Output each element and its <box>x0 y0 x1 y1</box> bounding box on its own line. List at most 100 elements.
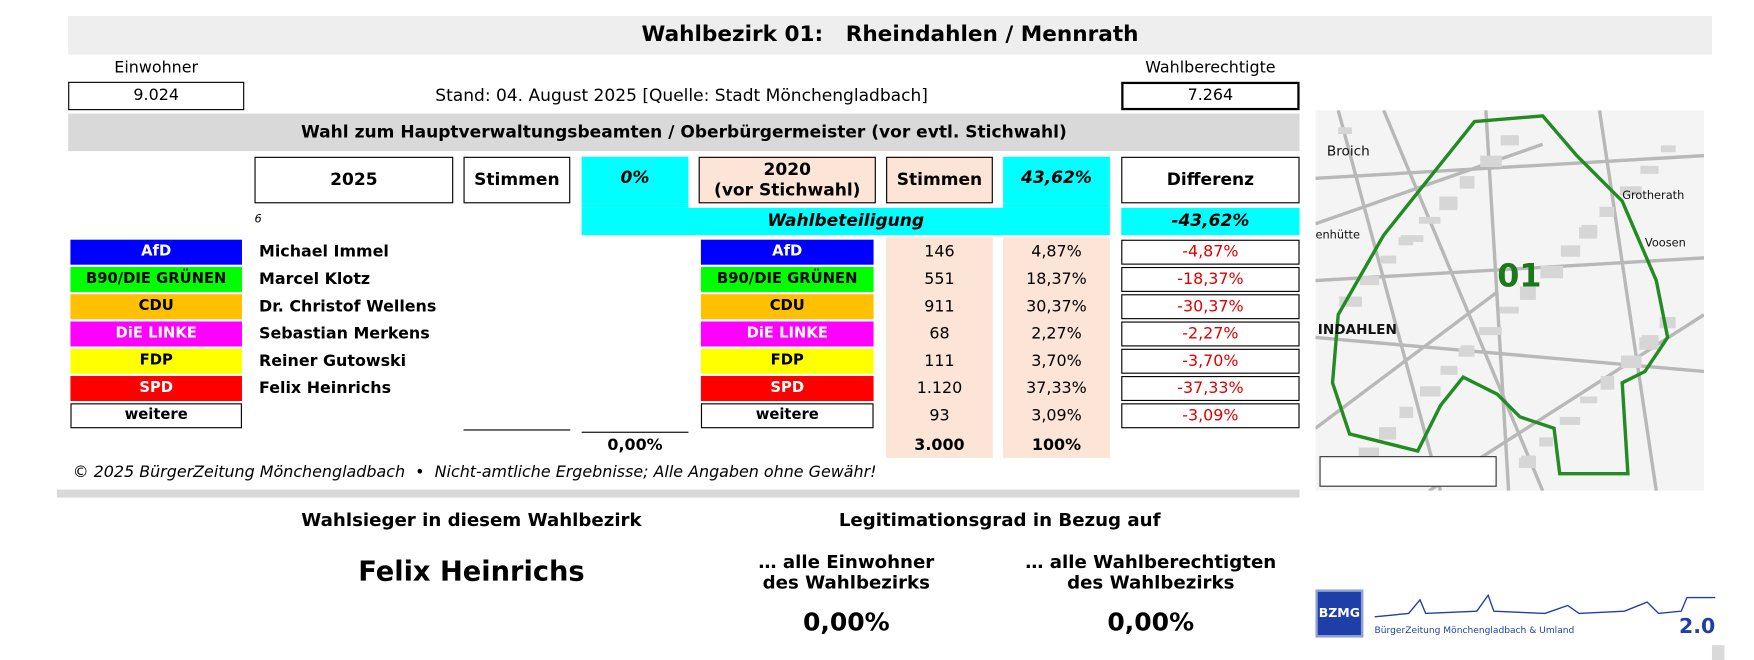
winner-name: Felix Heinrichs <box>358 555 585 588</box>
section-title: Wahl zum Hauptverwaltungsbeamten / Oberb… <box>68 113 1300 152</box>
block <box>1540 265 1564 279</box>
difference: -3,70% <box>1121 348 1300 374</box>
map-label: 01 <box>1497 257 1541 294</box>
total-votes: 3.000 <box>914 436 965 455</box>
block <box>1379 427 1397 440</box>
block <box>1519 286 1536 300</box>
column-fill <box>1003 237 1110 458</box>
party-label: weitere <box>70 403 242 429</box>
map-label: INDAHLEN <box>1318 322 1397 338</box>
votes: 551 <box>924 270 955 289</box>
column-header: 43,62% <box>1003 156 1110 204</box>
candidate: Reiner Gutowski <box>259 352 407 371</box>
rule <box>463 429 571 431</box>
label: Einwohner <box>114 59 199 78</box>
logo-skyline <box>1374 593 1716 618</box>
party-label: FDP <box>700 348 874 374</box>
difference: -4,87% <box>1121 239 1300 265</box>
block <box>1338 127 1352 135</box>
street <box>1484 110 1511 491</box>
difference: -3,09% <box>1121 403 1300 429</box>
street <box>1315 142 1544 226</box>
party-label: weitere <box>700 403 874 429</box>
corner-mark <box>1711 645 1725 660</box>
party-label: SPD <box>70 376 242 402</box>
candidate: Sebastian Merkens <box>259 324 430 344</box>
votes: 111 <box>924 352 955 371</box>
block <box>1660 145 1676 153</box>
total-share: 100% <box>1031 436 1082 455</box>
block <box>1619 186 1642 196</box>
block <box>1621 355 1642 369</box>
block <box>1580 396 1598 404</box>
candidate: Marcel Klotz <box>259 270 371 289</box>
column-header: 0% <box>581 156 689 204</box>
party-label: DiE LINKE <box>70 321 242 347</box>
map-legend <box>1319 456 1497 487</box>
votes: 146 <box>924 243 955 262</box>
party-label: FDP <box>70 348 242 374</box>
share: 18,37% <box>1026 270 1087 289</box>
block <box>1480 155 1502 167</box>
map-label: Grotherath <box>1622 188 1684 202</box>
map-label: Broich <box>1327 144 1370 160</box>
share: 37,33% <box>1026 379 1087 398</box>
votes: 93 <box>929 406 950 425</box>
street <box>1315 256 1704 283</box>
legitimation-label: Legitimationsgrad in Bezug auf <box>838 508 1161 531</box>
street <box>1597 110 1658 491</box>
legitimation-value: 0,00% <box>802 609 890 638</box>
block <box>1460 345 1475 354</box>
share: 3,09% <box>1031 406 1082 425</box>
block <box>1418 216 1441 224</box>
block <box>1640 165 1659 174</box>
block <box>1400 235 1424 242</box>
block <box>1459 176 1475 189</box>
block <box>1359 276 1380 286</box>
share: 2,27% <box>1031 324 1082 344</box>
block <box>1521 455 1536 465</box>
votes: 1.120 <box>916 379 963 398</box>
party-label: CDU <box>70 294 242 320</box>
skyline <box>1374 593 1716 618</box>
block <box>1420 386 1441 397</box>
district-outline <box>1330 114 1670 476</box>
share: 4,87% <box>1031 243 1082 262</box>
block <box>1499 306 1519 314</box>
logo-badge: BZMG <box>1315 589 1364 638</box>
turnout-diff: -43,62% <box>1121 207 1300 236</box>
block <box>1539 437 1553 447</box>
share: 30,37% <box>1026 297 1087 316</box>
party-label: SPD <box>700 376 874 402</box>
block <box>1559 416 1581 425</box>
difference: -2,27% <box>1121 321 1300 347</box>
difference: -30,37% <box>1121 294 1300 320</box>
block <box>1500 135 1519 146</box>
map-label: enhütte <box>1315 228 1359 242</box>
share: 3,70% <box>1031 352 1082 371</box>
divider <box>56 489 1300 498</box>
turnout-label: Wahlbeteiligung <box>581 207 1110 236</box>
difference: -18,37% <box>1121 266 1300 292</box>
label: Wahlberechtigte <box>1145 59 1276 78</box>
street <box>1315 290 1499 430</box>
party-label: B90/DIE GRÜNEN <box>70 266 242 292</box>
street <box>1382 110 1545 491</box>
legitimation-sub: … alle Einwohner des Wahlbezirks <box>758 550 935 593</box>
party-label: DiE LINKE <box>700 321 874 347</box>
block <box>1479 327 1502 336</box>
party-label: B90/DIE GRÜNEN <box>700 266 874 292</box>
logo-version: 2.0 <box>1679 614 1716 639</box>
legitimation-value: 0,00% <box>1107 609 1195 638</box>
block <box>1581 224 1598 236</box>
block <box>1439 196 1458 211</box>
column-header: 2020 (vor Stichwahl) <box>698 156 876 204</box>
fill <box>581 203 689 208</box>
block <box>1380 255 1397 264</box>
party-label: AfD <box>700 239 874 265</box>
value-box: 9.024 <box>68 81 245 111</box>
column-header: Stimmen <box>886 156 993 204</box>
street <box>1315 153 1704 181</box>
value-box: 7.264 <box>1121 81 1300 111</box>
